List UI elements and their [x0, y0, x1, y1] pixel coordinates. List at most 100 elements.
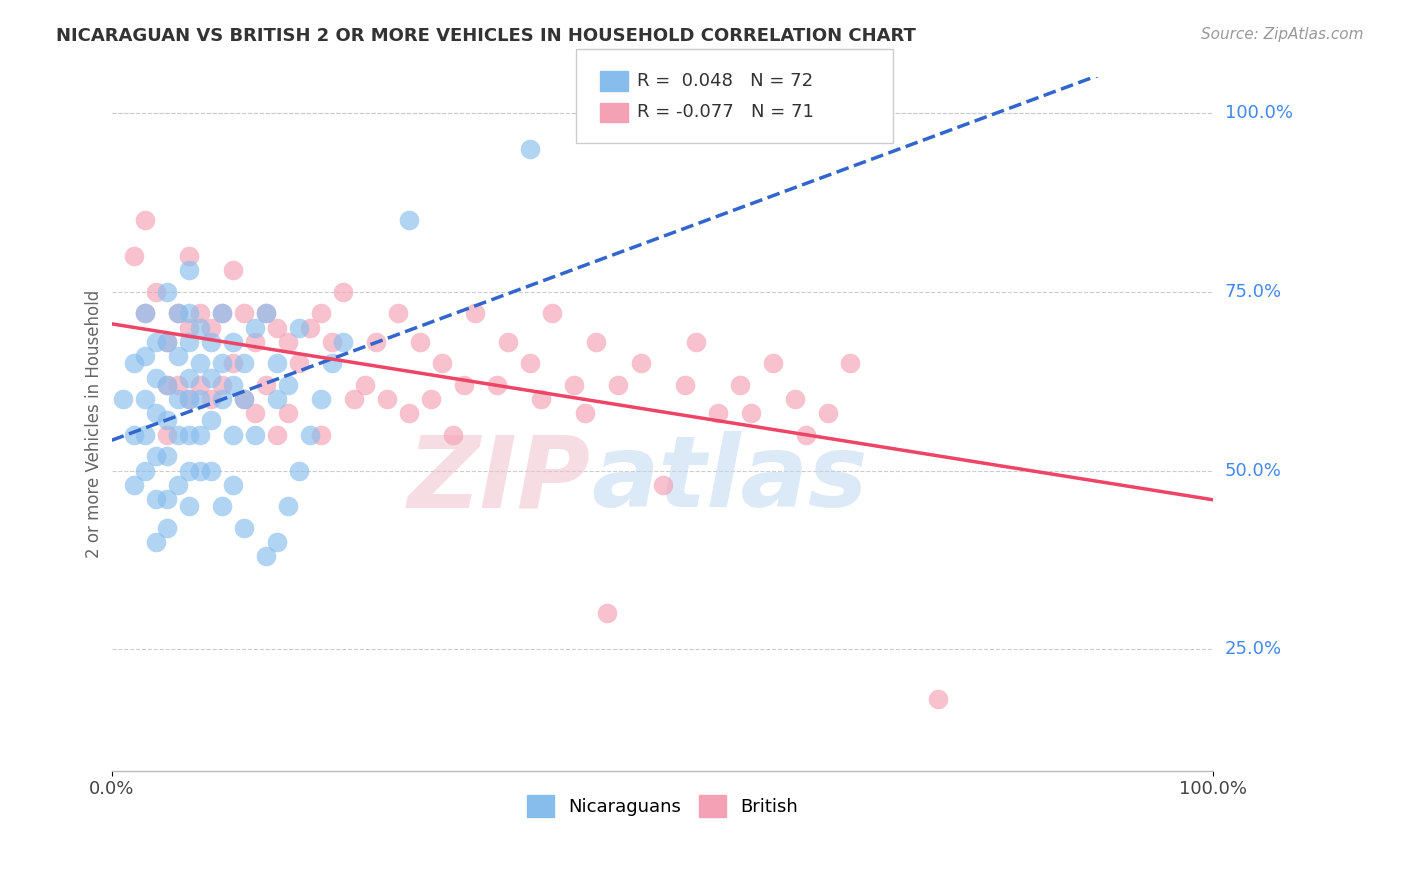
Point	[211, 500, 233, 514]
Point	[156, 377, 179, 392]
Point	[166, 377, 188, 392]
Point	[200, 463, 222, 477]
Point	[222, 478, 245, 492]
Point	[177, 249, 200, 263]
Point	[177, 263, 200, 277]
Point	[232, 392, 254, 406]
Point	[519, 356, 541, 370]
Text: NICARAGUAN VS BRITISH 2 OR MORE VEHICLES IN HOUSEHOLD CORRELATION CHART: NICARAGUAN VS BRITISH 2 OR MORE VEHICLES…	[56, 27, 917, 45]
Point	[574, 406, 596, 420]
Text: 100.0%: 100.0%	[1225, 104, 1292, 122]
Point	[156, 377, 179, 392]
Point	[188, 306, 211, 320]
Point	[838, 356, 860, 370]
Point	[266, 535, 288, 549]
Point	[200, 370, 222, 384]
Point	[134, 427, 156, 442]
Point	[145, 334, 167, 349]
Point	[762, 356, 785, 370]
Text: atlas: atlas	[591, 431, 868, 528]
Point	[122, 478, 145, 492]
Point	[177, 334, 200, 349]
Point	[134, 463, 156, 477]
Point	[254, 306, 277, 320]
Point	[343, 392, 366, 406]
Point	[122, 356, 145, 370]
Point	[354, 377, 377, 392]
Point	[927, 692, 949, 706]
Point	[200, 320, 222, 334]
Point	[177, 427, 200, 442]
Legend: Nicaraguans, British: Nicaraguans, British	[519, 788, 806, 824]
Point	[277, 406, 299, 420]
Point	[211, 306, 233, 320]
Point	[211, 392, 233, 406]
Point	[783, 392, 806, 406]
Point	[156, 521, 179, 535]
Point	[321, 356, 343, 370]
Point	[177, 392, 200, 406]
Point	[266, 392, 288, 406]
Point	[177, 370, 200, 384]
Point	[188, 427, 211, 442]
Point	[817, 406, 839, 420]
Text: ZIP: ZIP	[408, 431, 591, 528]
Point	[177, 500, 200, 514]
Point	[222, 263, 245, 277]
Text: 75.0%: 75.0%	[1225, 283, 1282, 301]
Point	[387, 306, 409, 320]
Point	[222, 427, 245, 442]
Point	[188, 463, 211, 477]
Point	[243, 406, 266, 420]
Point	[166, 478, 188, 492]
Point	[166, 349, 188, 363]
Point	[211, 306, 233, 320]
Point	[309, 427, 332, 442]
Point	[420, 392, 443, 406]
Point	[740, 406, 762, 420]
Point	[111, 392, 134, 406]
Point	[188, 377, 211, 392]
Point	[288, 463, 311, 477]
Point	[166, 306, 188, 320]
Point	[200, 392, 222, 406]
Point	[585, 334, 607, 349]
Point	[277, 334, 299, 349]
Point	[288, 320, 311, 334]
Point	[254, 377, 277, 392]
Point	[794, 427, 817, 442]
Point	[232, 306, 254, 320]
Text: Source: ZipAtlas.com: Source: ZipAtlas.com	[1201, 27, 1364, 42]
Point	[607, 377, 630, 392]
Point	[651, 478, 673, 492]
Point	[243, 334, 266, 349]
Point	[145, 449, 167, 463]
Point	[398, 406, 420, 420]
Point	[277, 500, 299, 514]
Point	[288, 356, 311, 370]
Point	[222, 334, 245, 349]
Point	[673, 377, 696, 392]
Point	[156, 334, 179, 349]
Point	[530, 392, 553, 406]
Point	[188, 356, 211, 370]
Point	[430, 356, 453, 370]
Point	[156, 285, 179, 299]
Point	[519, 142, 541, 156]
Point	[498, 334, 520, 349]
Point	[177, 463, 200, 477]
Point	[134, 306, 156, 320]
Point	[232, 392, 254, 406]
Point	[232, 521, 254, 535]
Point	[266, 320, 288, 334]
Point	[134, 349, 156, 363]
Point	[156, 492, 179, 507]
Text: 25.0%: 25.0%	[1225, 640, 1282, 658]
Point	[375, 392, 398, 406]
Point	[706, 406, 728, 420]
Point	[541, 306, 564, 320]
Point	[728, 377, 751, 392]
Point	[453, 377, 475, 392]
Point	[145, 492, 167, 507]
Point	[321, 334, 343, 349]
